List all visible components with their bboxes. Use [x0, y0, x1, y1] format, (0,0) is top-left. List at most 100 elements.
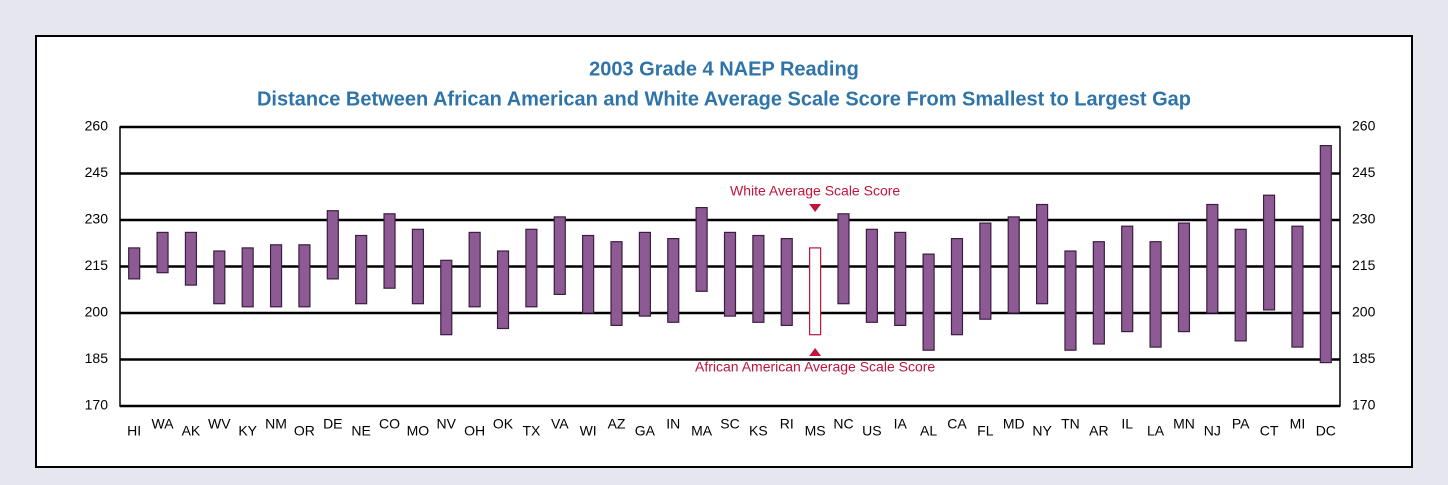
- range-bar: [213, 250, 226, 305]
- range-bar: [1035, 203, 1049, 305]
- y-tick-label: 260: [85, 118, 109, 134]
- x-tick-label: WV: [208, 416, 231, 432]
- range-bar: [809, 247, 822, 336]
- x-tick-label: OK: [493, 416, 514, 432]
- y2-tick-label: 200: [1352, 304, 1376, 320]
- range-bar: [184, 231, 198, 286]
- range-bar: [525, 228, 538, 308]
- annotation-arrow: [809, 204, 822, 212]
- y2-tick-label: 170: [1352, 397, 1376, 413]
- x-tick-label: MO: [407, 423, 430, 439]
- range-bar: [326, 210, 339, 280]
- range-bar: [1007, 216, 1020, 314]
- x-tick-label: GA: [635, 423, 656, 439]
- range-bar: [298, 244, 311, 308]
- range-bar: [1064, 250, 1077, 351]
- x-tick-label: TX: [522, 423, 541, 439]
- y-tick-label: 230: [85, 211, 109, 227]
- x-tick-label: MI: [1290, 416, 1306, 432]
- x-tick-label: OR: [294, 423, 315, 439]
- x-tick-label: NJ: [1204, 423, 1221, 439]
- range-bar: [610, 241, 623, 326]
- range-bar: [440, 259, 453, 336]
- x-tick-label: MN: [1173, 416, 1195, 432]
- y-tick-label: 170: [85, 397, 109, 413]
- range-bar: [411, 228, 425, 305]
- annotation-arrow: [809, 348, 822, 356]
- chart-subtitle: Distance Between African American and Wh…: [257, 88, 1191, 110]
- range-bar: [269, 244, 283, 308]
- y-tick-label: 245: [85, 164, 109, 180]
- range-bar: [752, 234, 765, 323]
- range-bar: [1234, 228, 1247, 342]
- x-tick-label: DC: [1316, 423, 1336, 439]
- range-bar: [1262, 194, 1276, 311]
- x-tick-label: MD: [1003, 416, 1025, 432]
- x-tick-label: CO: [379, 416, 400, 432]
- range-bar: [780, 238, 793, 327]
- x-tick-label: SC: [720, 416, 739, 432]
- x-tick-label: DE: [323, 416, 342, 432]
- range-bar: [582, 234, 595, 314]
- x-tick-label: NE: [351, 423, 370, 439]
- range-bar: [894, 231, 907, 326]
- range-bar: [496, 250, 510, 330]
- x-tick-label: WI: [580, 423, 597, 439]
- x-tick-label: OH: [464, 423, 485, 439]
- y-tick-label: 185: [85, 350, 109, 366]
- x-tick-label: IA: [894, 416, 908, 432]
- range-bar: [922, 253, 935, 351]
- x-tick-label: AZ: [608, 416, 626, 432]
- range-bar: [837, 213, 850, 305]
- y2-tick-label: 215: [1352, 257, 1376, 273]
- x-tick-label: HI: [127, 423, 141, 439]
- x-tick-label: AK: [182, 423, 201, 439]
- range-bar: [468, 231, 481, 308]
- annotation: White Average Scale Score: [730, 183, 900, 199]
- x-tick-label: NV: [437, 416, 457, 432]
- range-bar: [1206, 203, 1219, 314]
- range-bar: [1177, 222, 1191, 333]
- x-tick-label: CT: [1260, 423, 1279, 439]
- range-bar: [383, 213, 396, 289]
- range-bar: [695, 207, 708, 292]
- x-tick-label: AR: [1089, 423, 1108, 439]
- x-tick-label: NC: [833, 416, 853, 432]
- x-tick-label: NM: [265, 416, 287, 432]
- range-bar: [979, 222, 992, 320]
- x-tick-label: PA: [1232, 416, 1250, 432]
- y-tick-label: 200: [85, 304, 109, 320]
- x-tick-label: VA: [551, 416, 569, 432]
- range-bar: [1121, 225, 1134, 333]
- x-tick-label: MS: [805, 423, 826, 439]
- x-tick-label: NY: [1032, 423, 1052, 439]
- range-bar: [638, 231, 651, 317]
- x-tick-label: AL: [920, 423, 937, 439]
- x-tick-label: LA: [1147, 423, 1165, 439]
- range-bar: [950, 238, 964, 336]
- range-bar: [667, 238, 680, 323]
- range-bar: [1149, 241, 1162, 348]
- range-bar: [553, 216, 566, 295]
- range-bar: [241, 247, 254, 308]
- range-bar: [1319, 145, 1332, 364]
- x-tick-label: RI: [780, 416, 794, 432]
- chart-title: 2003 Grade 4 NAEP Reading: [589, 58, 859, 80]
- y2-tick-label: 185: [1352, 350, 1376, 366]
- x-tick-label: MA: [691, 423, 713, 439]
- x-tick-label: IN: [666, 416, 680, 432]
- x-tick-label: US: [862, 423, 881, 439]
- range-bar: [1291, 225, 1304, 348]
- range-bar: [1092, 241, 1105, 345]
- x-tick-label: TN: [1061, 416, 1080, 432]
- range-bar: [865, 228, 878, 323]
- x-tick-label: IL: [1121, 416, 1133, 432]
- range-bar: [355, 234, 368, 305]
- x-tick-label: KS: [749, 423, 768, 439]
- x-tick-label: FL: [977, 423, 994, 439]
- x-tick-label: KY: [238, 423, 257, 439]
- x-tick-label: CA: [947, 416, 967, 432]
- range-bar: [128, 247, 141, 280]
- x-tick-label: WA: [152, 416, 175, 432]
